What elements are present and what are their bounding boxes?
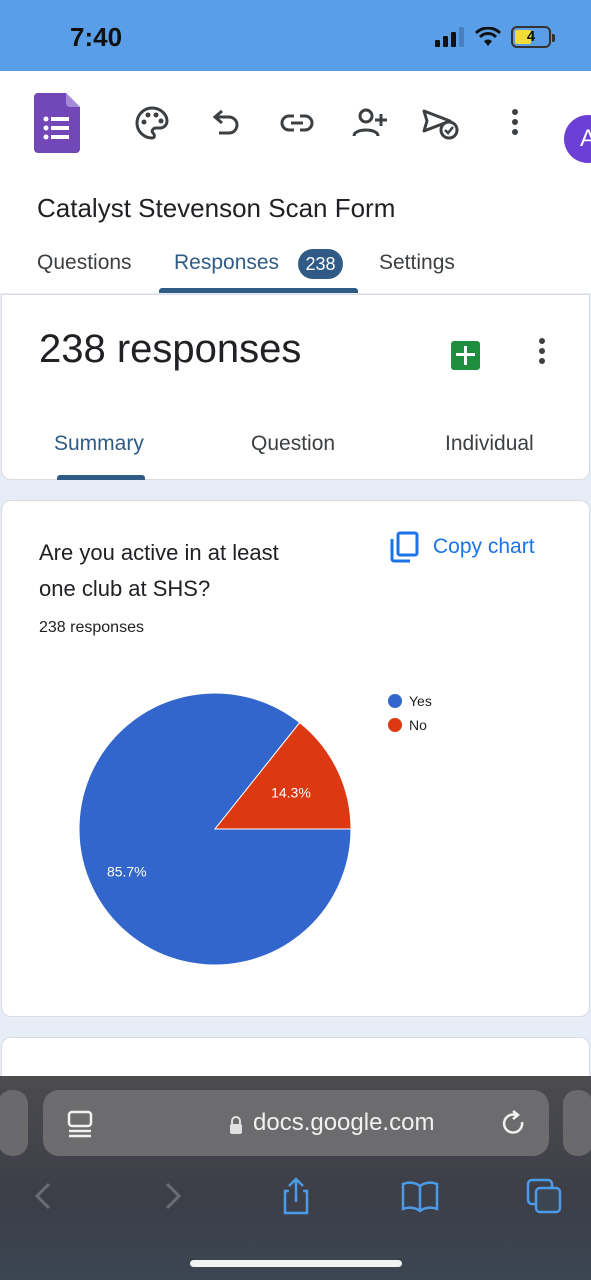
question-responses-count: 238 responses (39, 619, 144, 636)
undo-icon[interactable] (205, 103, 245, 143)
reload-icon[interactable] (501, 1110, 527, 1138)
sheets-icon[interactable] (451, 341, 480, 370)
palette-icon[interactable] (132, 103, 172, 143)
responses-count-badge: 238 (298, 249, 343, 279)
wifi-icon (475, 27, 501, 46)
address-bar[interactable]: docs.google.com (43, 1090, 549, 1156)
active-subtab-indicator (57, 475, 145, 480)
responses-summary-card: 238 responses Summary Question Individua… (1, 294, 590, 480)
legend-label-no: No (409, 717, 427, 733)
add-person-icon[interactable] (350, 103, 390, 143)
battery-level: 4 (526, 28, 536, 45)
page-menu-icon[interactable] (67, 1110, 93, 1138)
tabs-icon[interactable] (524, 1176, 564, 1216)
question-line-2: one club at SHS? (39, 576, 211, 601)
subtab-summary[interactable]: Summary (54, 432, 144, 455)
question-line-1: Are you active in at least (39, 540, 279, 565)
tab-responses[interactable]: Responses (174, 251, 280, 274)
battery-icon: 4 (511, 26, 555, 48)
pie-chart: 85.7% 14.3% Yes No (78, 692, 432, 966)
url-text: docs.google.com (253, 1109, 435, 1136)
active-tab-indicator (159, 288, 358, 293)
form-title: Catalyst Stevenson Scan Form (37, 193, 396, 223)
link-icon[interactable] (277, 103, 317, 143)
more-vert-icon[interactable] (539, 338, 545, 364)
avatar[interactable]: A (564, 115, 591, 163)
copy-icon (390, 531, 419, 563)
toolbar: A (0, 91, 591, 163)
legend-swatch-yes (388, 694, 402, 708)
status-icons: 4 (435, 26, 555, 48)
copy-chart-button[interactable]: Copy chart (389, 531, 535, 563)
status-time: 7:40 (70, 22, 123, 52)
question-card: Are you active in at least one club at S… (1, 500, 590, 1017)
pie-slice-no[interactable] (213, 721, 352, 830)
status-bar: 7:40 4 (0, 0, 591, 71)
subtab-individual[interactable]: Individual (445, 432, 534, 455)
tabs: Questions Responses 238 Settings (0, 243, 591, 293)
app-header: A Catalyst Stevenson Scan Form Questions… (0, 71, 591, 293)
responses-count-heading: 238 responses (39, 327, 302, 371)
legend-swatch-no (388, 718, 402, 732)
send-icon[interactable] (420, 103, 460, 143)
forward-icon[interactable] (152, 1176, 192, 1216)
tab-questions[interactable]: Questions (37, 251, 132, 274)
back-icon[interactable] (24, 1176, 64, 1216)
lock-icon (230, 1116, 242, 1134)
bookmarks-icon[interactable] (400, 1176, 440, 1216)
share-icon[interactable] (276, 1176, 316, 1216)
tab-settings[interactable]: Settings (379, 251, 455, 274)
pie-label-yes: 85.7% (107, 864, 147, 880)
pie-label-no: 14.3% (271, 784, 311, 800)
question-text: Are you active in at least one club at S… (39, 535, 339, 607)
legend-label-yes: Yes (409, 693, 432, 709)
forms-logo-icon[interactable] (34, 93, 80, 153)
subtab-question[interactable]: Question (251, 432, 336, 455)
browser-toolbar: docs.google.com (0, 1076, 591, 1280)
home-indicator (190, 1260, 402, 1267)
more-vert-icon[interactable] (512, 109, 518, 135)
copy-chart-label: Copy chart (433, 535, 535, 558)
next-tab-peek[interactable] (563, 1090, 591, 1156)
signal-icon (435, 27, 464, 47)
previous-tab-peek[interactable] (0, 1090, 28, 1156)
